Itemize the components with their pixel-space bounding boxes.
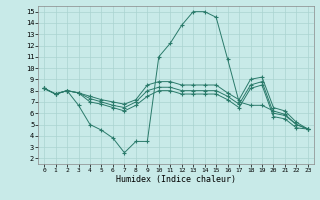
X-axis label: Humidex (Indice chaleur): Humidex (Indice chaleur)	[116, 175, 236, 184]
